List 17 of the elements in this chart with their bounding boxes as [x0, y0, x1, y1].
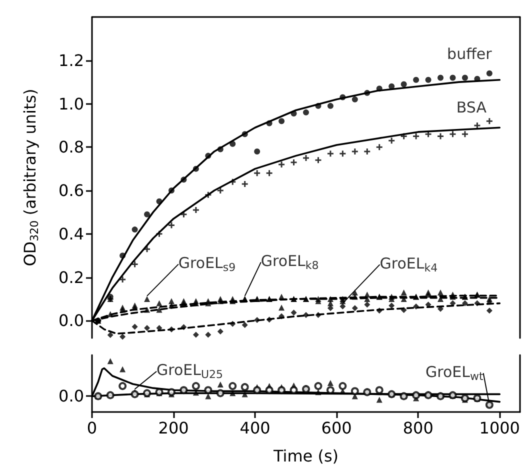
y-tick-label: 0.4 — [58, 224, 84, 244]
y-tick-label: 0.2 — [58, 268, 84, 287]
series-label: buffer — [447, 44, 493, 63]
x-tick-label: 400 — [240, 418, 270, 438]
y-tick-label: 0.8 — [58, 138, 84, 157]
y-tick-label: 0.6 — [58, 181, 84, 200]
x-tick-label: 0 — [86, 418, 98, 438]
y-axis-title: OD320 (arbitrary units) — [20, 88, 41, 266]
y-tick-label: 1.2 — [58, 50, 84, 70]
x-axis-title: Time (s) — [272, 446, 339, 466]
x-tick-label: 800 — [402, 418, 434, 438]
series-label: BSA — [456, 98, 488, 117]
x-tick-label: 600 — [321, 418, 352, 438]
y-tick-label: 1.0 — [58, 94, 84, 114]
x-tick-label: 200 — [158, 418, 189, 438]
y-tick-label: 0.0 — [58, 311, 84, 330]
x-tick-label: 1000 — [479, 418, 520, 438]
